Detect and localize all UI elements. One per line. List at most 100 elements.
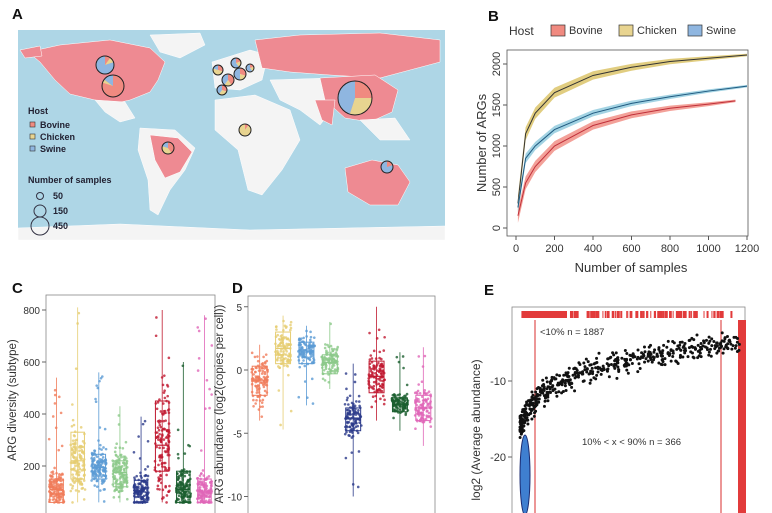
jitter-point (275, 328, 278, 331)
scatter-point (546, 399, 550, 403)
jitter-point (122, 474, 126, 477)
x-tick-label-b: 600 (622, 243, 640, 255)
jitter-point (289, 326, 293, 330)
jitter-point (381, 364, 384, 368)
scatter-point (597, 351, 601, 355)
jitter-point (164, 419, 167, 422)
jitter-point (158, 419, 161, 422)
scatter-point (525, 412, 529, 416)
jitter-point (164, 485, 167, 489)
jitter-point (370, 405, 374, 409)
jitter-point (58, 486, 62, 490)
scatter-point (526, 418, 530, 422)
jitter-point (418, 391, 422, 395)
jitter-point (176, 452, 180, 456)
jitter-point (73, 434, 76, 438)
jitter-point (403, 399, 406, 402)
scatter-point (580, 372, 584, 376)
y-axis-title-b: Number of ARGs (474, 93, 489, 192)
scatter-point (605, 368, 609, 372)
box-group-4 (111, 406, 129, 503)
jitter-point (155, 445, 158, 449)
scatter-point (544, 376, 548, 380)
jitter-point (331, 369, 335, 373)
jitter-point (303, 353, 306, 357)
pie-outline (221, 73, 235, 87)
scatter-point (602, 368, 606, 372)
jitter-point (395, 404, 398, 408)
pie-germany (245, 63, 255, 73)
jitter-point (100, 475, 103, 478)
pie-outline (238, 123, 252, 137)
x-tick-label-b: 1200 (735, 243, 759, 255)
jitter-point (325, 351, 328, 354)
jitter-point (304, 343, 308, 347)
jitter-point (260, 362, 264, 366)
jitter-point (261, 383, 265, 387)
jitter-point (159, 425, 163, 429)
scatter-point (542, 382, 546, 386)
scatter-point (665, 345, 669, 349)
scatter-point (545, 387, 549, 391)
scatter-point (652, 350, 656, 354)
legend-swatch-chicken (29, 133, 36, 140)
jitter-point (51, 498, 55, 501)
jitter-point (144, 473, 148, 477)
jitter-point (279, 338, 282, 342)
jitter-point (325, 349, 328, 353)
jitter-point (303, 364, 307, 368)
jitter-point (344, 372, 348, 375)
pie-slice-bovine (240, 68, 246, 76)
jitter-point (330, 358, 333, 361)
jitter-point (183, 471, 187, 475)
jitter-point (417, 414, 421, 417)
jitter-point (255, 398, 258, 402)
box (251, 365, 268, 396)
jitter-point (396, 400, 400, 404)
jitter-point (372, 384, 376, 388)
scatter-point (542, 404, 546, 408)
scatter-point (722, 347, 726, 351)
jitter-point (180, 493, 184, 496)
box-group-7 (390, 352, 410, 431)
jitter-point (204, 317, 207, 320)
scatter-point (566, 379, 570, 383)
jitter-point (252, 373, 255, 376)
jitter-point (344, 456, 348, 460)
jitter-point (137, 435, 140, 438)
pie-canada (95, 55, 115, 75)
land-mexico (94, 99, 136, 123)
box-group-6 (153, 310, 171, 504)
jitter-point (176, 482, 180, 485)
jitter-point (158, 488, 161, 491)
jitter-point (73, 461, 77, 464)
pie-slice-chicken (224, 80, 232, 87)
jitter-point (326, 370, 330, 374)
land-north-america (27, 39, 166, 105)
jitter-point (374, 381, 378, 384)
jitter-point (78, 444, 82, 448)
scatter-point (701, 344, 705, 348)
jitter-point (396, 393, 400, 397)
scatter-point (617, 369, 621, 373)
jitter-point (47, 437, 51, 441)
jitter-point (289, 320, 293, 324)
jitter-point (380, 357, 383, 361)
jitter-point (154, 334, 158, 338)
jitter-point (163, 428, 167, 431)
jitter-point (181, 364, 185, 368)
scatter-point (554, 391, 558, 395)
scatter-point (522, 424, 526, 428)
scatter-point (542, 385, 546, 389)
pie-slice-bovine (250, 64, 254, 68)
scatter-point (674, 359, 678, 363)
scatter-point (707, 353, 711, 357)
legend-swatch-swine (29, 145, 36, 152)
box (133, 479, 149, 503)
jitter-point (420, 380, 424, 384)
jitter-point (289, 409, 293, 413)
jitter-point (123, 455, 127, 459)
legend-label-bovine: Bovine (40, 120, 70, 130)
jitter-point (381, 394, 385, 398)
jitter-point (382, 402, 386, 406)
